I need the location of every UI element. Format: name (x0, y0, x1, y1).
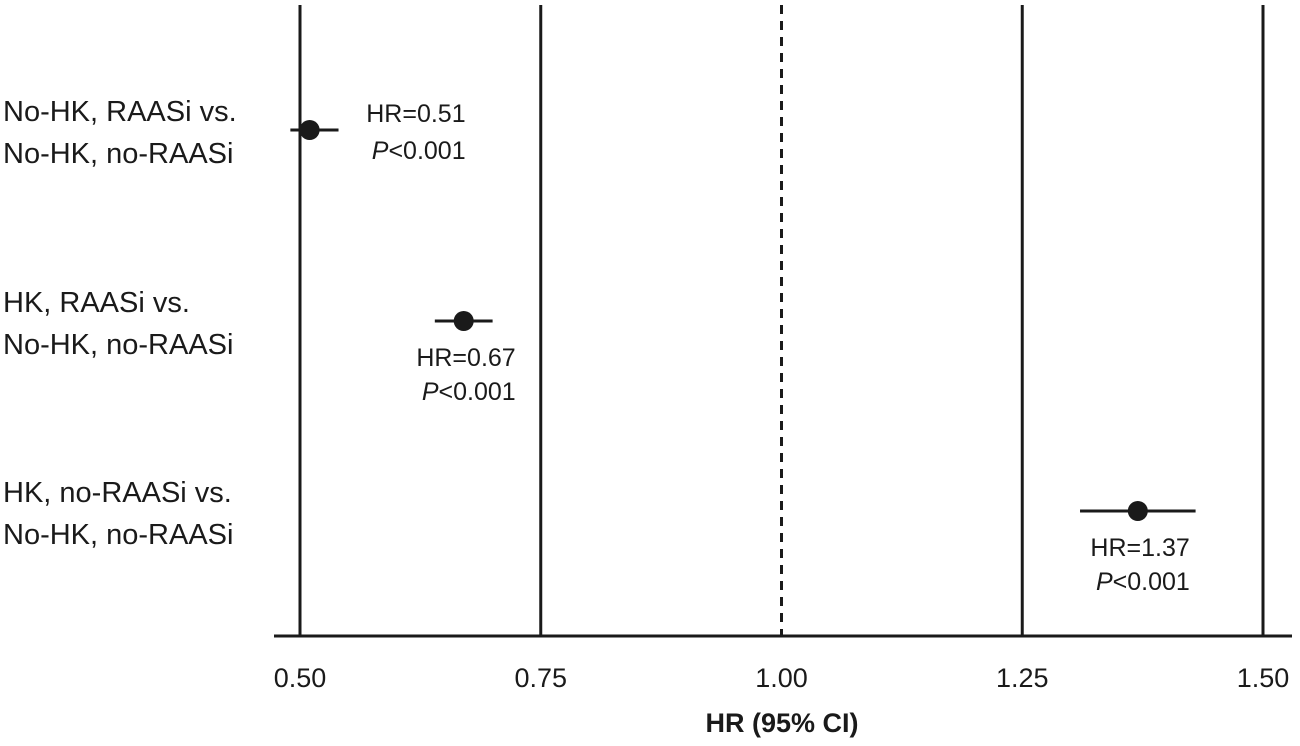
x-tick-label: 1.00 (755, 663, 808, 693)
x-tick-label: 0.75 (514, 663, 567, 693)
category-label: HK, RAASi vs. (3, 287, 190, 319)
data-markers (290, 120, 1196, 521)
x-tick-label: 1.50 (1237, 663, 1290, 693)
category-label: No-HK, RAASi vs. (3, 96, 237, 128)
x-tick-label: 1.25 (996, 663, 1049, 693)
category-label: No-HK, no-RAASi (3, 138, 233, 170)
hr-point (1127, 501, 1148, 521)
annotations: HR=0.51 P<0.001 HR=0.67 P<0.001 HR=1.37 P<0.0… (366, 100, 1190, 596)
hr-point (453, 311, 474, 331)
category-label: No-HK, no-RAASi (3, 519, 233, 551)
reference-lines (298, 5, 1265, 636)
x-axis: 0.50 0.75 1.00 1.25 1.50 HR (95% CI) (274, 634, 1292, 738)
hr-annotation: HR=0.67 (416, 344, 515, 372)
x-tick-label: 0.50 (274, 663, 327, 693)
category-labels: No-HK, RAASi vs. No-HK, no-RAASi HK, RAASi… (3, 96, 237, 551)
p-value-annotation: P<0.001 (422, 378, 516, 406)
category-label: No-HK, no-RAASi (3, 329, 233, 361)
p-value-annotation: P<0.001 (372, 137, 466, 165)
hr-annotation: HR=1.37 (1090, 534, 1189, 562)
x-tick-labels: 0.50 0.75 1.00 1.25 1.50 (274, 663, 1290, 693)
x-axis-title: HR (95% CI) (705, 708, 858, 738)
p-value-annotation: P<0.001 (1096, 568, 1190, 596)
hr-point (299, 120, 320, 140)
category-label: HK, no-RAASi vs. (3, 477, 232, 509)
hr-annotation: HR=0.51 (366, 100, 465, 128)
